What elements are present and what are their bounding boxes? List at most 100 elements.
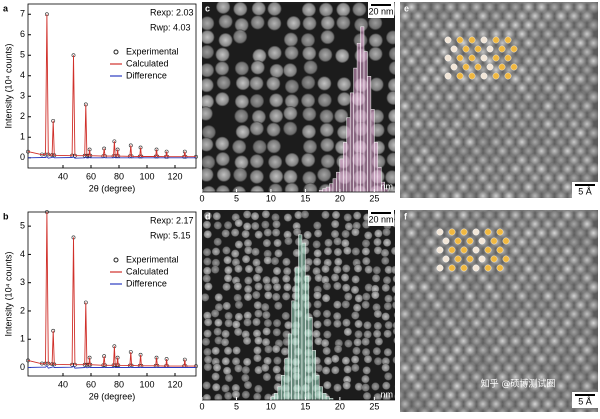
nanoparticle: [384, 372, 392, 380]
nanoparticle: [362, 292, 370, 300]
nanoparticle: [244, 246, 252, 254]
nanoparticle: [250, 170, 264, 184]
nanoparticle: [264, 228, 272, 236]
nanoparticle: [200, 78, 214, 92]
atom-marker: [449, 247, 455, 253]
legend-label: Experimental: [126, 46, 179, 56]
nanoparticle: [334, 258, 342, 266]
nanoparticle: [272, 345, 280, 353]
nanoparticle: [218, 14, 232, 28]
nanoparticle: [233, 30, 247, 44]
atom-column: [502, 189, 516, 203]
nanoparticle: [254, 309, 262, 317]
nanoparticle: [223, 256, 231, 264]
y-tick-label: 5: [20, 50, 25, 60]
x-axis-label: 2θ (degree): [89, 391, 136, 401]
nanoparticle: [341, 273, 349, 281]
nanoparticle: [313, 320, 321, 328]
histogram-bar: [323, 189, 326, 192]
nanoparticle: [383, 330, 391, 338]
nanoparticle: [317, 168, 331, 182]
nanoparticle: [319, 109, 333, 123]
nanoparticle: [215, 293, 223, 301]
atom-marker: [511, 64, 517, 70]
x-tick-label: 40: [58, 379, 68, 389]
nanoparticle: [302, 46, 316, 60]
nanoparticle: [221, 330, 229, 338]
atom-marker: [437, 247, 443, 253]
nanoparticle: [213, 327, 221, 335]
nanoparticle: [313, 249, 321, 257]
histogram-bar: [319, 387, 322, 400]
nanoparticle: [212, 247, 220, 255]
nanoparticle: [331, 273, 339, 281]
nanoparticle: [318, 93, 332, 107]
nanoparticle: [303, 60, 317, 74]
nanoparticle: [233, 294, 241, 302]
histogram-bar: [364, 52, 367, 192]
nanoparticle: [342, 284, 350, 292]
nanoparticle: [331, 230, 339, 238]
nanoparticle: [282, 258, 290, 266]
nanoparticle: [221, 338, 229, 346]
atom-marker: [437, 229, 443, 235]
nanoparticle: [334, 345, 342, 353]
nanoparticle: [383, 276, 391, 284]
atom-marker: [455, 256, 461, 262]
x-axis-label: nm: [380, 181, 393, 191]
y-tick-label: 4: [20, 249, 25, 259]
scale-bar-label: 20 nm: [368, 214, 393, 224]
nanoparticle: [221, 384, 229, 392]
y-tick-label: 2: [20, 305, 25, 315]
nanoparticle: [333, 320, 341, 328]
nanoparticle: [321, 265, 329, 273]
nanoparticle: [243, 337, 251, 345]
annotation: Rwp: 4.03: [150, 22, 191, 32]
scale-bar-label: 5 Å: [578, 186, 592, 196]
nanoparticle: [217, 168, 231, 182]
nanoparticle: [244, 293, 252, 301]
nanoparticle: [343, 247, 351, 255]
x-tick-label: 100: [139, 379, 154, 389]
nanoparticle: [342, 300, 350, 308]
nanoparticle: [284, 46, 298, 60]
nanoparticle: [199, 168, 213, 182]
nanoparticle: [235, 240, 243, 248]
nanoparticle: [222, 246, 230, 254]
nanoparticle: [333, 312, 341, 320]
nanoparticle: [371, 291, 379, 299]
nanoparticle: [286, 16, 300, 30]
scale-bar-label: 20 nm: [368, 6, 393, 16]
nanoparticle: [363, 321, 371, 329]
nanoparticle: [224, 319, 232, 327]
panel-label: c: [205, 3, 210, 13]
x-tick-label: 15: [300, 401, 310, 411]
atom-marker: [485, 229, 491, 235]
nanoparticle: [236, 76, 250, 90]
nanoparticle: [393, 321, 401, 329]
nanoparticle: [351, 286, 359, 294]
panel-label: a: [3, 3, 9, 13]
nanoparticle: [235, 301, 243, 309]
nanoparticle: [272, 365, 280, 373]
x-tick-label: 10: [266, 401, 276, 411]
nanoparticle: [215, 92, 229, 106]
nanoparticle: [262, 276, 270, 284]
nanoparticle: [214, 238, 222, 246]
histogram-bar: [347, 118, 350, 192]
nanoparticle: [351, 400, 359, 408]
histogram-bar: [333, 179, 336, 192]
nanoparticle: [261, 303, 269, 311]
nanoparticle: [273, 356, 281, 364]
nanoparticle: [232, 390, 240, 398]
nanoparticle: [264, 345, 272, 353]
nanoparticle: [353, 304, 361, 312]
nanoparticle: [337, 92, 351, 106]
nanoparticle: [363, 392, 371, 400]
nanoparticle: [261, 364, 269, 372]
nanoparticle: [301, 75, 315, 89]
nanoparticle: [224, 274, 232, 282]
atom-marker: [479, 256, 485, 262]
histogram-bar: [281, 375, 284, 400]
nanoparticle: [361, 383, 369, 391]
